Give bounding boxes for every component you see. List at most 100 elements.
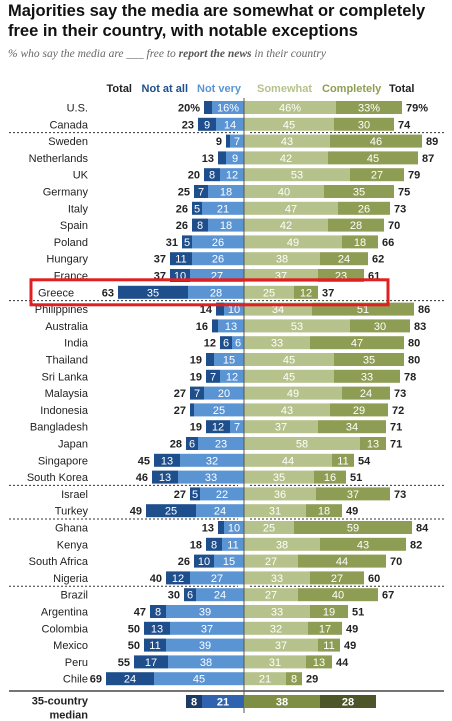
label-somewhat: 45 [283, 119, 295, 131]
country-label: Brazil [60, 590, 88, 602]
bar-somewhat [244, 621, 308, 635]
bar-somewhat [244, 201, 338, 215]
bar-somewhat [244, 638, 318, 652]
bar-not-very [196, 588, 244, 602]
bar-somewhat [244, 151, 328, 165]
label-not-very: 15 [223, 556, 235, 568]
label-somewhat: 45 [283, 371, 295, 383]
country-label: U.S. [67, 103, 88, 115]
label-total-negative: 50 [128, 623, 140, 635]
label-somewhat: 31 [269, 657, 281, 669]
label-somewhat: 45 [283, 355, 295, 367]
label-not-very: 37 [201, 623, 213, 635]
label-not-very: 24 [214, 506, 226, 518]
label-somewhat: 35 [273, 472, 285, 484]
bar-not-at-all [206, 537, 222, 551]
label-somewhat: 46% [279, 103, 301, 115]
label-completely: 8 [291, 674, 297, 686]
bar-completely [324, 185, 394, 198]
label-total-positive: 73 [394, 388, 406, 400]
bar-not-very [204, 386, 244, 400]
label-somewhat: 32 [270, 623, 282, 635]
chart-title: Majorities say the media are somewhat or… [8, 2, 426, 40]
bar-somewhat [244, 353, 334, 366]
label-completely: 11 [337, 455, 348, 467]
label-somewhat: 43 [281, 136, 293, 148]
label-total-positive: 71 [390, 422, 402, 434]
label-total-positive: 37 [322, 287, 334, 299]
label-somewhat: 36 [274, 489, 286, 501]
label-completely: 16 [324, 472, 336, 484]
label-completely: 51 [357, 304, 369, 316]
label-total-positive: 82 [410, 539, 422, 551]
bar-somewhat [244, 453, 332, 467]
bar-completely [286, 672, 302, 686]
bar-not-very [196, 504, 244, 518]
label-completely: 33% [358, 103, 380, 115]
label-somewhat: 58 [296, 439, 308, 451]
subtitle-text: % who say the media are ___ free to [8, 48, 179, 60]
bar-not-at-all [218, 521, 224, 534]
median-bar-not-at-all [186, 695, 202, 708]
label-completely: 29 [353, 405, 365, 417]
label-completely: 13 [367, 439, 379, 451]
country-label: Argentina [41, 607, 89, 619]
median-bar-completely [320, 695, 376, 708]
label-somewhat: 37 [275, 640, 287, 652]
label-somewhat: 31 [269, 506, 281, 518]
label-completely: 18 [354, 237, 366, 249]
label-somewhat: 49 [287, 237, 299, 249]
bar-not-very [230, 420, 244, 434]
bar-somewhat [244, 386, 342, 400]
bar-completely [334, 369, 400, 383]
label-not-at-all: 25 [165, 506, 177, 518]
label-completely: 26 [358, 203, 370, 215]
bar-somewhat [244, 504, 306, 518]
header-completely: Completely [322, 83, 382, 95]
label-completely: 11 [323, 640, 334, 652]
bar-not-very [188, 285, 244, 299]
label-total-positive: 80 [408, 338, 420, 350]
label-total-negative: 19 [190, 422, 202, 434]
label-total-positive: 70 [390, 556, 402, 568]
bar-somewhat [244, 336, 310, 350]
bar-completely [350, 319, 410, 333]
bar-somewhat [244, 285, 294, 299]
label-somewhat: 47 [285, 203, 297, 215]
bar-not-at-all [134, 655, 168, 669]
country-label: Greece [38, 287, 74, 299]
bar-somewhat [244, 655, 306, 669]
bar-completely [310, 605, 348, 618]
bar-not-very [214, 554, 244, 568]
label-total-positive: 49 [346, 506, 358, 518]
bar-completely [360, 437, 386, 450]
bar-not-very [198, 437, 244, 450]
label-total-positive: 78 [404, 371, 416, 383]
label-not-at-all: 6 [223, 338, 229, 350]
bar-not-very [224, 521, 244, 534]
label-not-very: 10 [228, 523, 240, 535]
label-total-negative: 16 [196, 321, 208, 333]
country-label: Chile [63, 674, 88, 686]
bar-somewhat [244, 571, 310, 585]
bar-somewhat [244, 134, 330, 148]
median-label-somewhat: 38 [276, 697, 288, 709]
label-somewhat: 43 [281, 405, 293, 417]
label-not-very: 32 [206, 455, 218, 467]
label-total-positive: 83 [414, 321, 426, 333]
label-completely: 47 [351, 338, 363, 350]
label-total-negative: 27 [174, 405, 186, 417]
bar-not-at-all [154, 453, 180, 467]
bar-not-at-all [194, 554, 214, 568]
bar-not-at-all [192, 218, 208, 232]
country-label: Philippines [35, 304, 89, 316]
label-completely: 19 [323, 607, 335, 619]
country-label: Hungary [46, 254, 88, 266]
bar-not-at-all [106, 672, 154, 686]
bar-not-very [214, 353, 244, 366]
country-label: Japan [58, 439, 88, 451]
label-not-at-all: 9 [204, 119, 210, 131]
label-total-negative: 46 [136, 472, 148, 484]
bar-not-at-all [192, 201, 202, 215]
label-completely: 30 [358, 119, 370, 131]
